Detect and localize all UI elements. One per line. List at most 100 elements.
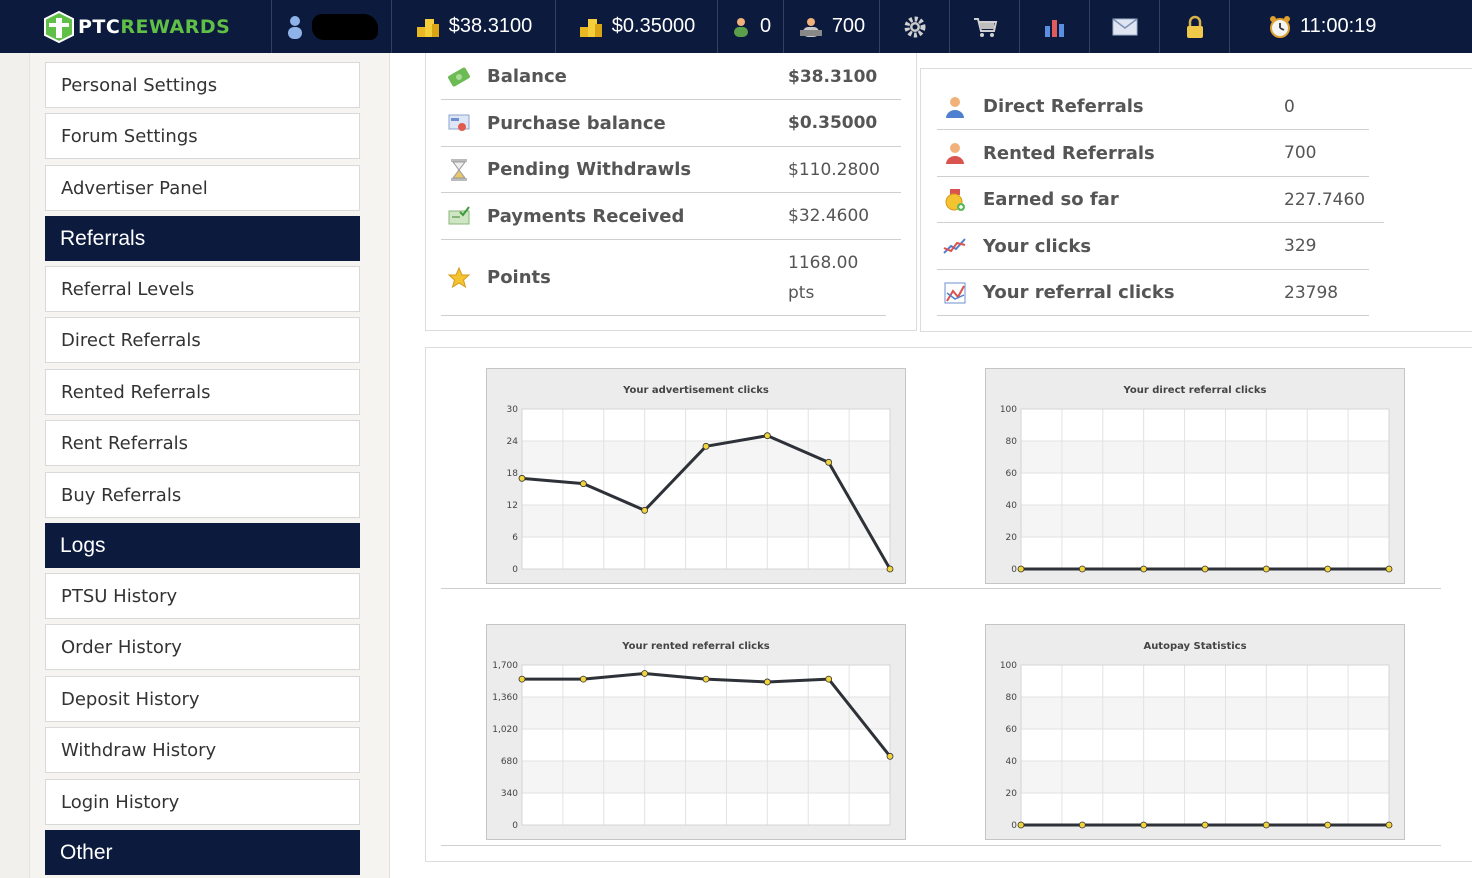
stat-label: Earned so far — [983, 189, 1119, 210]
data-point — [886, 752, 894, 760]
sidebar-item-login-history[interactable]: Login History — [45, 779, 360, 825]
sidebar-item-rented-referrals[interactable]: Rented Referrals — [45, 369, 360, 415]
logout-link[interactable] — [1160, 0, 1230, 53]
data-point — [825, 675, 833, 683]
data-point — [518, 474, 526, 482]
y-tick-label: 1,020 — [492, 725, 518, 735]
data-point — [1140, 821, 1148, 829]
stat-value-purchase-balance: $0.35000 — [788, 113, 878, 133]
gear-icon — [904, 16, 925, 37]
sidebar-item-advertiser-panel[interactable]: Advertiser Panel — [45, 165, 360, 211]
plot-band — [522, 505, 890, 537]
stats-link[interactable] — [1020, 0, 1090, 53]
plot-band — [1021, 793, 1389, 825]
y-tick-label: 20 — [1006, 789, 1018, 799]
data-point — [1140, 565, 1148, 573]
y-tick-label: 20 — [1006, 533, 1018, 543]
data-point — [1262, 821, 1270, 829]
sidebar-item-order-history[interactable]: Order History — [45, 624, 360, 670]
stat-value-your-referral-clicks: 23798 — [1284, 283, 1339, 303]
plot-band — [522, 697, 890, 729]
mail-icon — [1112, 17, 1137, 35]
chart-plot: 0 20 40 60 80 100 — [1000, 405, 1393, 575]
site-logo[interactable]: PTCREWARDS — [0, 0, 272, 53]
stat-row-points: Points — [441, 240, 886, 316]
sidebar-item-label: Direct Referrals — [61, 329, 201, 351]
plot-band — [522, 409, 890, 441]
sidebar-item-label: Forum Settings — [61, 125, 198, 147]
chart-title: Autopay Statistics — [1143, 641, 1247, 652]
chart-title: Your direct referral clicks — [1123, 385, 1267, 396]
settings-link[interactable] — [880, 0, 950, 53]
cart-link[interactable] — [950, 0, 1020, 53]
chart-rented-referral-clicks: Your rented referral clicks 0 340 680 1,020… — [486, 624, 906, 840]
chart-title: Your rented referral clicks — [622, 641, 770, 652]
stat-row-purchase-balance: Purchase balance — [441, 100, 901, 147]
redacted-username — [311, 13, 378, 40]
sidebar-item-withdraw-history[interactable]: Withdraw History — [45, 727, 360, 773]
sidebar-item-buy-referrals[interactable]: Buy Referrals — [45, 472, 360, 518]
stat-row-earned-so-far: Earned so far — [937, 177, 1384, 223]
data-point — [825, 458, 833, 466]
data-point — [702, 442, 710, 450]
chart-plot: 0 20 40 60 80 100 — [1000, 661, 1393, 831]
direct-user-icon — [946, 96, 964, 118]
chart-advertisement-clicks: Your advertisement clicks 0 6 12 18 24 30 — [486, 368, 906, 584]
rented-user-icon — [946, 143, 964, 164]
money-icon — [448, 67, 470, 86]
chart-row-divider — [441, 588, 1441, 589]
data-point — [579, 675, 587, 683]
sidebar-item-deposit-history[interactable]: Deposit History — [45, 676, 360, 722]
stat-value-points: 1168.00 — [788, 253, 859, 273]
y-tick-label: 60 — [1006, 725, 1018, 735]
sidebar-item-rent-referrals[interactable]: Rent Referrals — [45, 420, 360, 466]
topbar-direct-referrals[interactable]: 0 — [718, 0, 784, 53]
stat-label: Payments Received — [487, 205, 685, 227]
referral-stats-panel — [920, 68, 1472, 332]
stat-label: Purchase balance — [487, 112, 666, 134]
sidebar-section-label: Referrals — [60, 226, 146, 250]
messages-link[interactable] — [1090, 0, 1160, 53]
sidebar-item-personal-settings[interactable]: Personal Settings — [45, 62, 360, 108]
rented-referrals-count: 700 — [831, 15, 866, 37]
user-menu[interactable] — [272, 0, 392, 53]
cart-icon — [973, 17, 997, 37]
stat-value-direct-referrals: 0 — [1284, 97, 1295, 117]
data-point — [1201, 821, 1209, 829]
topbar-purchase-balance[interactable]: $0.35000 — [556, 0, 718, 53]
plot-band — [522, 761, 890, 793]
sidebar-item-label: Advertiser Panel — [61, 177, 208, 199]
check-payment-icon — [448, 206, 470, 225]
data-point — [518, 675, 526, 683]
chart-row-divider — [441, 845, 1441, 846]
stat-row-direct-referrals: Direct Referrals — [937, 84, 1369, 130]
purchase-balance-value: $0.35000 — [611, 15, 696, 37]
y-tick-label: 0 — [512, 821, 518, 831]
stat-label: Balance — [487, 66, 567, 87]
logo-text-rewards: REWARDS — [120, 15, 231, 38]
y-tick-label: 24 — [507, 437, 519, 447]
server-time: 11:00:19 — [1230, 0, 1472, 53]
topbar-balance[interactable]: $38.3100 — [392, 0, 556, 53]
stat-value-payments-received: $32.4600 — [788, 206, 870, 226]
data-point — [1078, 565, 1086, 573]
data-point — [886, 565, 894, 573]
sidebar-item-forum-settings[interactable]: Forum Settings — [45, 113, 360, 159]
stat-row-pending-withdrawls: Pending Withdrawls — [441, 147, 901, 193]
y-tick-label: 0 — [1011, 565, 1017, 575]
sidebar-section-other: Other — [45, 830, 360, 875]
plot-band — [1021, 761, 1389, 793]
plot-band — [522, 537, 890, 569]
topbar-rented-referrals[interactable]: 700 — [784, 0, 880, 53]
sidebar-item-label: Withdraw History — [61, 739, 217, 761]
sidebar-item-direct-referrals[interactable]: Direct Referrals — [45, 317, 360, 363]
stat-label: Direct Referrals — [983, 96, 1144, 117]
stat-row-rented-referrals: Rented Referrals — [937, 130, 1369, 177]
data-point — [1017, 565, 1025, 573]
sidebar-item-referral-levels[interactable]: Referral Levels — [45, 266, 360, 312]
y-tick-label: 340 — [501, 789, 518, 799]
data-point — [641, 506, 649, 514]
chart-direct-referral-clicks: Your direct referral clicks 0 20 40 60 80 100 — [985, 368, 1405, 584]
sidebar-item-ptsu-history[interactable]: PTSU History — [45, 573, 360, 619]
plot-border — [521, 408, 891, 570]
